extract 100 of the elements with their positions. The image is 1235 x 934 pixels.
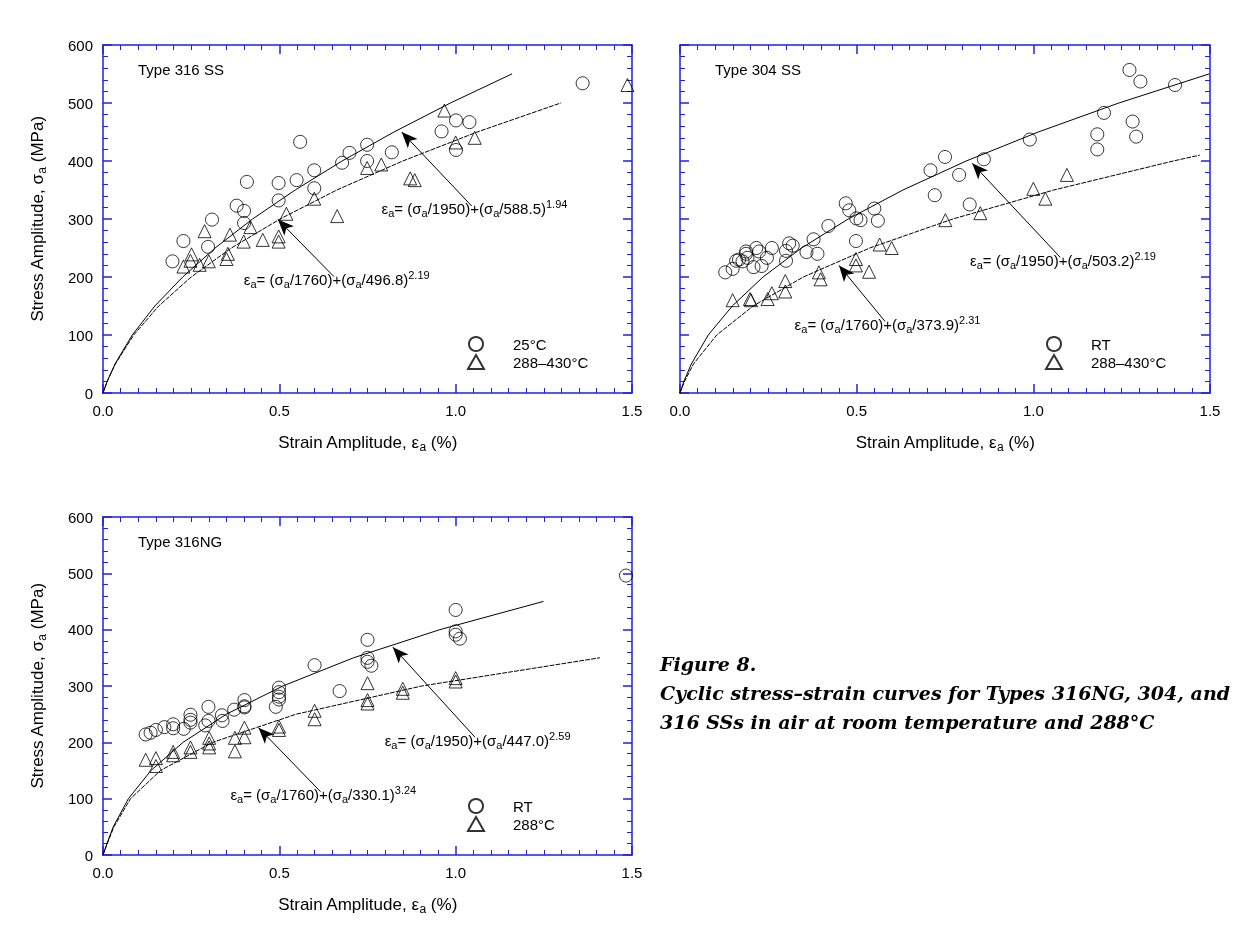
point <box>237 720 252 735</box>
point <box>214 708 229 723</box>
point <box>279 206 294 221</box>
y-tick-label: 100 <box>67 790 93 808</box>
point <box>976 152 991 167</box>
point <box>1090 142 1105 157</box>
legend-label: 288–430°C <box>513 353 589 371</box>
y-tick-label: 200 <box>67 733 93 751</box>
point <box>271 193 286 208</box>
point <box>759 250 774 265</box>
point <box>619 568 633 583</box>
point <box>449 113 464 128</box>
point <box>437 103 452 118</box>
y-tick-label: 400 <box>67 152 93 170</box>
point <box>718 265 733 280</box>
point <box>237 693 252 708</box>
text: Type 316NG <box>138 533 223 550</box>
point <box>1038 191 1053 206</box>
point <box>764 241 779 255</box>
point <box>271 229 286 244</box>
point <box>335 155 350 170</box>
point <box>165 254 180 269</box>
point <box>938 149 952 164</box>
point <box>143 725 158 740</box>
point <box>725 261 740 276</box>
point <box>810 246 825 261</box>
point <box>1125 114 1140 129</box>
legend-label: 288–430°C <box>1091 353 1167 371</box>
y-tick-label: 500 <box>67 94 93 112</box>
point <box>448 135 463 150</box>
point <box>307 712 322 727</box>
point <box>395 685 410 700</box>
y-tick-label: 100 <box>67 326 93 344</box>
y-axis-title: Stress Amplitude, σa (MPa) <box>27 115 49 322</box>
y-tick-label: 400 <box>67 621 93 639</box>
point <box>271 234 286 249</box>
point <box>973 206 988 221</box>
point <box>176 234 191 249</box>
point <box>848 252 863 267</box>
point <box>867 201 882 216</box>
point <box>183 740 198 755</box>
x-tick-label: 1.5 <box>621 402 643 419</box>
point <box>821 218 836 233</box>
point <box>360 676 375 691</box>
point <box>227 702 242 717</box>
point <box>467 130 482 145</box>
point <box>237 216 252 231</box>
point <box>938 213 953 228</box>
point <box>779 253 793 268</box>
point <box>407 173 422 188</box>
point <box>219 252 234 267</box>
x-tick-label: 0.5 <box>846 402 868 419</box>
point <box>239 174 254 189</box>
point <box>952 167 967 182</box>
point <box>183 744 198 759</box>
point <box>872 237 887 252</box>
point <box>222 227 237 242</box>
x-tick-label: 1.5 <box>1199 402 1221 419</box>
point <box>813 272 828 287</box>
text: Type 304 SS <box>715 61 801 78</box>
point <box>360 650 375 665</box>
point <box>838 196 853 211</box>
point <box>148 758 163 773</box>
point <box>1090 127 1105 142</box>
point <box>197 224 212 239</box>
point <box>384 145 399 160</box>
point <box>764 286 779 301</box>
point <box>360 632 375 647</box>
point <box>1097 105 1111 120</box>
point <box>760 292 775 307</box>
x-tick-label: 1.0 <box>445 864 467 881</box>
point <box>204 212 219 227</box>
point <box>227 730 242 745</box>
point <box>849 211 864 226</box>
point <box>183 707 198 722</box>
point <box>1026 181 1041 196</box>
point <box>307 181 322 196</box>
point <box>202 736 217 751</box>
point <box>360 154 375 168</box>
point <box>364 658 379 673</box>
point <box>848 234 863 249</box>
point <box>395 681 410 696</box>
point <box>243 220 258 235</box>
legend-label: RT <box>513 797 533 815</box>
y-tick-label: 600 <box>67 36 93 54</box>
point <box>779 243 793 258</box>
point <box>360 137 375 152</box>
x-tick-label: 1.5 <box>621 864 643 881</box>
point <box>752 244 767 259</box>
x-tick-label: 0.0 <box>669 402 691 419</box>
point <box>1022 132 1037 147</box>
point <box>237 730 252 745</box>
point <box>360 160 375 175</box>
point <box>138 752 153 767</box>
point <box>1122 62 1137 77</box>
point <box>220 246 235 261</box>
text: Cyclic stress–strain curves for Types 316NG, 304, and 316 SSs in air at room temperature and 288°C <box>660 681 1230 735</box>
point <box>842 203 857 218</box>
point <box>307 191 322 206</box>
point <box>403 171 418 186</box>
